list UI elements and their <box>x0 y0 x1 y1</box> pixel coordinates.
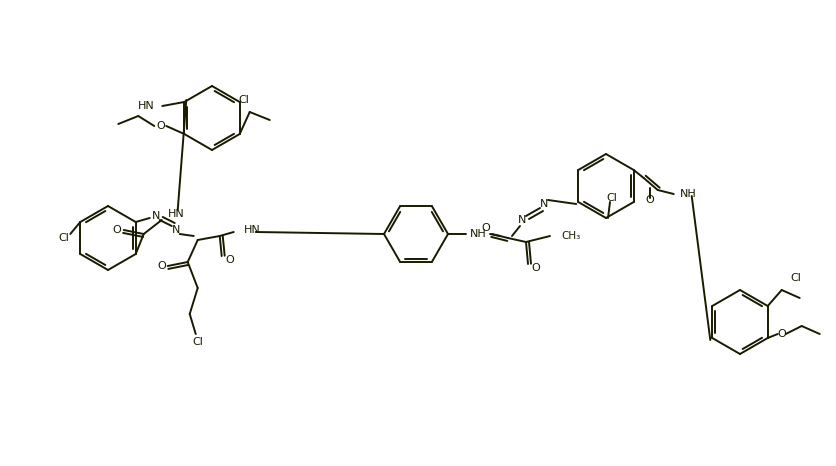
Text: O: O <box>157 261 166 271</box>
Text: HN: HN <box>167 209 184 219</box>
Text: O: O <box>531 263 540 273</box>
Text: N: N <box>539 199 548 209</box>
Text: O: O <box>155 121 165 131</box>
Text: O: O <box>777 329 785 339</box>
Text: Cl: Cl <box>59 233 69 243</box>
Text: NH: NH <box>679 189 696 199</box>
Text: Cl: Cl <box>789 273 800 283</box>
Text: N: N <box>517 215 526 225</box>
Text: HN: HN <box>137 101 154 111</box>
Text: O: O <box>112 225 121 235</box>
Text: NH: NH <box>469 229 486 239</box>
Text: Cl: Cl <box>238 95 249 105</box>
Text: O: O <box>645 195 653 205</box>
Text: Cl: Cl <box>606 193 617 203</box>
Text: O: O <box>225 255 234 265</box>
Text: Cl: Cl <box>192 337 203 347</box>
Text: HN: HN <box>243 225 260 235</box>
Text: O: O <box>481 223 490 233</box>
Text: CH₃: CH₃ <box>560 231 579 241</box>
Text: N: N <box>171 225 180 235</box>
Text: N: N <box>151 211 160 221</box>
